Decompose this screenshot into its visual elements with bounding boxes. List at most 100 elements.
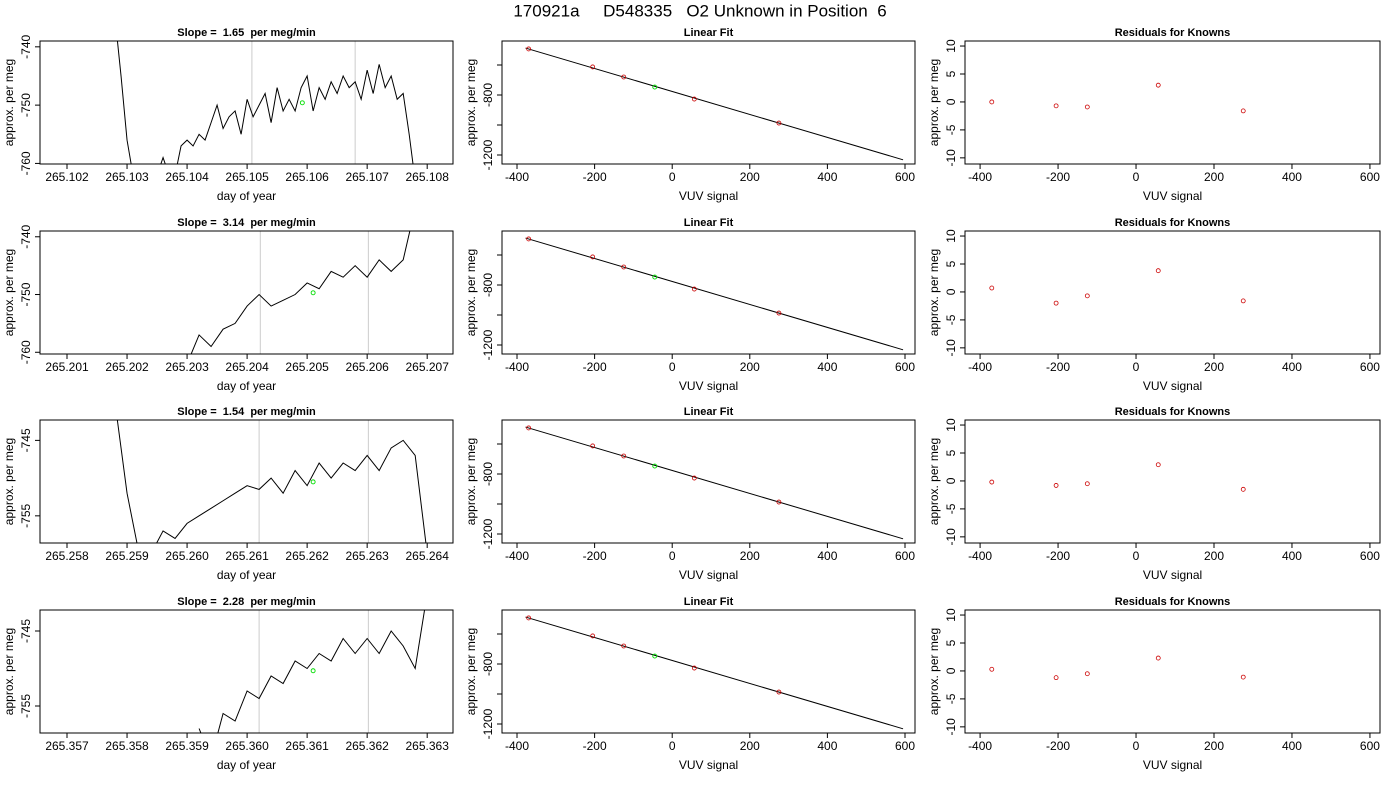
panel-title: Residuals for Knowns	[1115, 217, 1231, 229]
y-axis-label: approx. per meg	[2, 438, 16, 525]
x-tick-label: -200	[1046, 360, 1070, 374]
x-tick-label: 200	[1204, 360, 1224, 374]
x-tick-label: 265.358	[105, 739, 149, 753]
plot-frame	[39, 419, 454, 544]
x-tick-label: 200	[1204, 170, 1224, 184]
plot-frame	[501, 40, 916, 165]
x-tick-label: 600	[1360, 360, 1380, 374]
point	[590, 443, 596, 449]
point	[590, 254, 596, 260]
x-axis-label: VUV signal	[679, 568, 738, 582]
point	[1084, 293, 1090, 299]
panel: Residuals for Knowns VUV signal approx. pe…	[927, 27, 1381, 203]
x-tick-label: 200	[1204, 549, 1224, 563]
plot-area	[989, 462, 1246, 492]
x-tick-label: 200	[1204, 739, 1224, 753]
y-axis-label: approx. per meg	[2, 59, 16, 146]
panel: Slope = 3.14 per meg/min day of year appro…	[2, 217, 454, 393]
point	[1155, 82, 1161, 88]
x-tick-label: 400	[817, 360, 837, 374]
plot-frame	[964, 609, 1381, 734]
y-tick-label: -5	[944, 693, 958, 704]
x-tick-label: 600	[895, 739, 915, 753]
x-tick-label: 265.258	[45, 549, 89, 563]
y-axis-label: approx. per meg	[927, 628, 941, 715]
y-tick-label: -760	[19, 340, 33, 364]
y-tick-label: -760	[19, 151, 33, 175]
panel: Slope = 1.54 per meg/min day of year appro…	[2, 406, 454, 582]
unknown-point	[652, 463, 658, 469]
x-tick-label: 200	[740, 549, 760, 563]
point	[1240, 486, 1246, 492]
y-axis-label: approx. per meg	[927, 249, 941, 336]
y-tick-label: -745	[19, 619, 33, 643]
x-tick-label: -400	[968, 170, 992, 184]
x-tick-label: -200	[1046, 170, 1070, 184]
panel-title: Residuals for Knowns	[1115, 406, 1231, 418]
figure-title: 170921a D548335 O2 Unknown in Position 6	[513, 1, 886, 20]
x-tick-label: 0	[1133, 549, 1140, 563]
point	[1155, 268, 1161, 274]
x-tick-label: 600	[1360, 549, 1380, 563]
y-tick-label: 0	[944, 477, 958, 484]
panel-title: Linear Fit	[684, 27, 734, 39]
plot-area	[989, 82, 1246, 114]
y-axis-label: approx. per meg	[464, 59, 478, 146]
y-tick-label: -1200	[481, 329, 495, 360]
plot-frame	[501, 609, 916, 734]
y-tick-label: -5	[944, 124, 958, 135]
unknown-point	[310, 290, 316, 296]
panel: Slope = 1.65 per meg/min day of year appro…	[2, 27, 454, 203]
x-tick-label: 0	[1133, 360, 1140, 374]
y-tick-label: -750	[19, 93, 33, 117]
y-tick-label: 5	[944, 449, 958, 456]
unknown-point	[652, 84, 658, 90]
data-line	[116, 41, 414, 164]
y-tick-label: -10	[944, 339, 958, 357]
unknown-point	[310, 479, 316, 485]
x-tick-label: -200	[583, 360, 607, 374]
point	[1053, 103, 1059, 109]
y-axis-label: approx. per meg	[464, 249, 478, 336]
panel: Slope = 2.28 per meg/min day of year appro…	[2, 596, 454, 772]
point	[1084, 671, 1090, 677]
plot-area	[116, 420, 427, 543]
y-tick-label: 10	[944, 418, 958, 432]
x-tick-label: -200	[583, 170, 607, 184]
plot-area	[525, 236, 904, 351]
y-tick-label: -1200	[481, 708, 495, 739]
plot-frame	[39, 609, 454, 734]
x-tick-label: -400	[968, 549, 992, 563]
x-tick-label: -200	[1046, 549, 1070, 563]
x-tick-label: 265.359	[165, 739, 209, 753]
point	[776, 689, 782, 695]
panel-title: Linear Fit	[684, 596, 734, 608]
x-axis-label: VUV signal	[1143, 379, 1202, 393]
y-axis-label: approx. per meg	[2, 249, 16, 336]
x-axis-label: day of year	[217, 379, 276, 393]
point	[526, 425, 532, 431]
panel: Residuals for Knowns VUV signal approx. pe…	[927, 406, 1381, 582]
plot-frame	[964, 419, 1381, 544]
x-tick-label: 265.202	[105, 360, 149, 374]
x-tick-label: -200	[583, 549, 607, 563]
y-axis-label: approx. per meg	[464, 628, 478, 715]
y-axis-label: approx. per meg	[464, 438, 478, 525]
x-tick-label: 265.260	[165, 549, 209, 563]
data-line	[198, 610, 426, 733]
x-tick-label: -200	[583, 739, 607, 753]
y-axis-label: approx. per meg	[927, 59, 941, 146]
y-tick-label: 10	[944, 608, 958, 622]
x-tick-label: 265.262	[285, 549, 329, 563]
plot-area	[525, 615, 904, 730]
x-tick-label: -400	[968, 739, 992, 753]
fit-line	[525, 237, 904, 351]
plot-area	[190, 231, 411, 354]
point	[1155, 655, 1161, 661]
point	[989, 285, 995, 291]
point	[590, 64, 596, 70]
x-tick-label: 265.263	[345, 549, 389, 563]
point	[526, 615, 532, 621]
